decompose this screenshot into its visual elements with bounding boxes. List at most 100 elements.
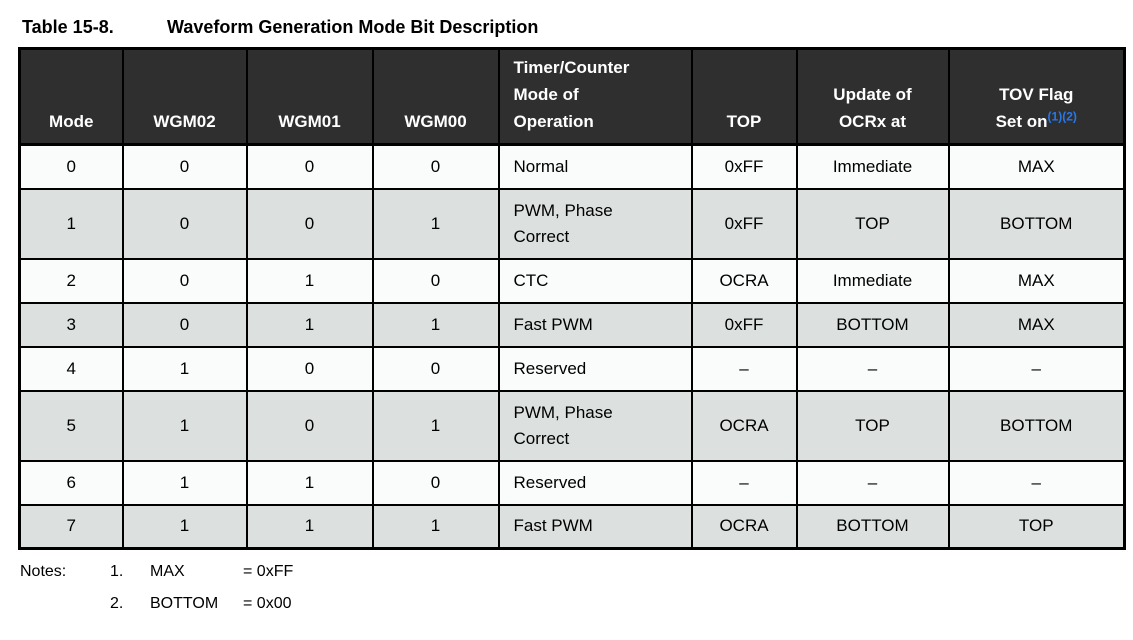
cell-wgm02: 1 xyxy=(121,503,248,550)
col-header-wgm02-label: WGM02 xyxy=(153,112,216,131)
col-header-tov-flag-label: TOV Flag Set on xyxy=(995,85,1074,131)
table-caption: Table 15-8. Waveform Generation Mode Bit … xyxy=(22,17,1133,38)
cell-operation: CTC xyxy=(497,257,693,304)
cell-mode: 0 xyxy=(18,143,124,190)
cell-wgm01: 1 xyxy=(245,503,374,550)
cell-tov: MAX xyxy=(947,257,1126,304)
cell-update: BOTTOM xyxy=(795,503,950,550)
cell-wgm00: 1 xyxy=(371,503,500,550)
cell-wgm00: 1 xyxy=(371,301,500,348)
table-number: Table 15-8. xyxy=(22,17,114,37)
cell-tov: TOP xyxy=(947,503,1126,550)
cell-update: BOTTOM xyxy=(795,301,950,348)
cell-wgm01: 1 xyxy=(245,257,374,304)
cell-operation: Reserved xyxy=(497,345,693,392)
table-row-mode-5: 5 1 0 1 PWM, Phase Correct OCRA TOP BOTT… xyxy=(18,389,1126,462)
cell-top: 0xFF xyxy=(690,301,798,348)
cell-wgm02: 1 xyxy=(121,345,248,392)
header-row: Mode WGM02 WGM01 WGM00 Timer/Counter Mod… xyxy=(18,47,1126,146)
cell-mode: 7 xyxy=(18,503,124,550)
footnote-ref-link[interactable]: (1)(2) xyxy=(1047,109,1077,124)
cell-update: TOP xyxy=(795,187,950,260)
cell-wgm01: 0 xyxy=(245,345,374,392)
cell-top: OCRA xyxy=(690,257,798,304)
cell-mode: 1 xyxy=(18,187,124,260)
cell-tov: BOTTOM xyxy=(947,187,1126,260)
waveform-generation-mode-table: Mode WGM02 WGM01 WGM00 Timer/Counter Mod… xyxy=(18,47,1126,550)
cell-wgm02: 0 xyxy=(121,301,248,348)
cell-wgm01: 0 xyxy=(245,143,374,190)
cell-wgm01: 1 xyxy=(245,301,374,348)
note-value: = 0xFF xyxy=(243,563,294,580)
cell-wgm02: 0 xyxy=(121,257,248,304)
cell-wgm02: 0 xyxy=(121,187,248,260)
cell-tov: – xyxy=(947,459,1126,506)
cell-top: – xyxy=(690,345,798,392)
cell-tov: MAX xyxy=(947,143,1126,190)
table-title: Waveform Generation Mode Bit Description xyxy=(167,17,539,37)
note-number: 1. xyxy=(110,563,124,580)
cell-top: 0xFF xyxy=(690,187,798,260)
cell-wgm00: 1 xyxy=(371,389,500,462)
cell-wgm00: 0 xyxy=(371,143,500,190)
cell-wgm02: 1 xyxy=(121,389,248,462)
cell-top: OCRA xyxy=(690,389,798,462)
col-header-mode: Mode xyxy=(18,47,124,146)
cell-mode: 3 xyxy=(18,301,124,348)
note-item: 2. BOTTOM = 0x00 xyxy=(20,594,1133,614)
notes-label: Notes: xyxy=(20,563,67,580)
note-value: = 0x00 xyxy=(243,595,292,612)
cell-mode: 6 xyxy=(18,459,124,506)
col-header-mode-of-operation-label: Timer/Counter Mode of Operation xyxy=(513,58,630,131)
cell-update: – xyxy=(795,459,950,506)
table-row-mode-6: 6 1 1 0 Reserved – – – xyxy=(18,459,1126,506)
table-row-mode-2: 2 0 1 0 CTC OCRA Immediate MAX xyxy=(18,257,1126,304)
cell-wgm00: 0 xyxy=(371,345,500,392)
cell-tov: MAX xyxy=(947,301,1126,348)
cell-mode: 2 xyxy=(18,257,124,304)
note-number: 2. xyxy=(110,595,124,612)
cell-update: Immediate xyxy=(795,143,950,190)
col-header-top: TOP xyxy=(690,47,798,146)
cell-mode: 4 xyxy=(18,345,124,392)
col-header-wgm02: WGM02 xyxy=(121,47,248,146)
cell-tov: – xyxy=(947,345,1126,392)
col-header-update-ocrx-label: Update of OCRx at xyxy=(833,85,912,131)
cell-mode: 5 xyxy=(18,389,124,462)
table-row-mode-1: 1 0 0 1 PWM, Phase Correct 0xFF TOP BOTT… xyxy=(18,187,1126,260)
cell-top: OCRA xyxy=(690,503,798,550)
table-row-mode-0: 0 0 0 0 Normal 0xFF Immediate MAX xyxy=(18,143,1126,190)
note-term: MAX xyxy=(150,563,185,580)
col-header-top-label: TOP xyxy=(726,112,762,131)
col-header-wgm00-label: WGM00 xyxy=(404,112,467,131)
cell-operation: Fast PWM xyxy=(497,301,693,348)
cell-top: 0xFF xyxy=(690,143,798,190)
cell-operation: Normal xyxy=(497,143,693,190)
cell-wgm01: 0 xyxy=(245,389,374,462)
cell-operation: Reserved xyxy=(497,459,693,506)
col-header-wgm00: WGM00 xyxy=(371,47,500,146)
cell-wgm00: 1 xyxy=(371,187,500,260)
col-header-mode-of-operation: Timer/Counter Mode of Operation xyxy=(497,47,693,146)
cell-wgm00: 0 xyxy=(371,257,500,304)
cell-top: – xyxy=(690,459,798,506)
table-row-mode-7: 7 1 1 1 Fast PWM OCRA BOTTOM TOP xyxy=(18,503,1126,550)
cell-wgm01: 0 xyxy=(245,187,374,260)
cell-wgm02: 0 xyxy=(121,143,248,190)
table-row-mode-3: 3 0 1 1 Fast PWM 0xFF BOTTOM MAX xyxy=(18,301,1126,348)
col-header-tov-flag: TOV Flag Set on(1)(2) xyxy=(947,47,1126,146)
note-item: Notes: 1. MAX = 0xFF xyxy=(20,562,1133,582)
cell-tov: BOTTOM xyxy=(947,389,1126,462)
col-header-wgm01-label: WGM01 xyxy=(278,112,341,131)
cell-wgm01: 1 xyxy=(245,459,374,506)
cell-operation: PWM, Phase Correct xyxy=(497,389,693,462)
cell-update: TOP xyxy=(795,389,950,462)
cell-wgm00: 0 xyxy=(371,459,500,506)
cell-update: Immediate xyxy=(795,257,950,304)
notes-section: Notes: 1. MAX = 0xFF 2. BOTTOM = 0x00 xyxy=(20,562,1133,614)
note-term: BOTTOM xyxy=(150,595,219,612)
col-header-wgm01: WGM01 xyxy=(245,47,374,146)
cell-operation: Fast PWM xyxy=(497,503,693,550)
cell-wgm02: 1 xyxy=(121,459,248,506)
cell-operation: PWM, Phase Correct xyxy=(497,187,693,260)
